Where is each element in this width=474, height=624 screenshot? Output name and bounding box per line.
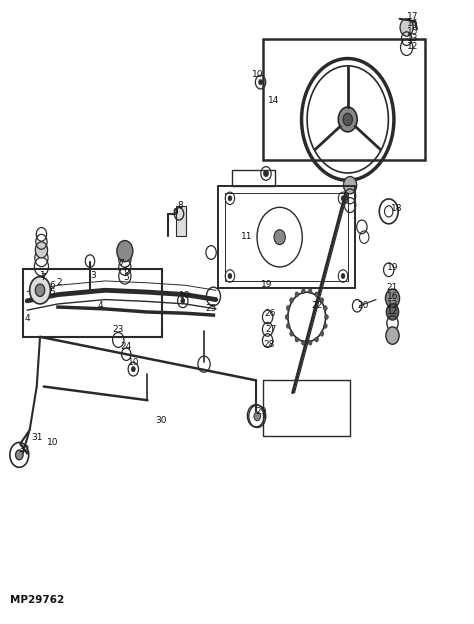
Text: 11: 11 bbox=[241, 232, 252, 241]
Text: 12: 12 bbox=[387, 308, 398, 316]
Circle shape bbox=[385, 289, 400, 308]
Circle shape bbox=[30, 276, 50, 304]
Text: 31: 31 bbox=[31, 433, 43, 442]
Text: 10: 10 bbox=[252, 70, 263, 79]
Circle shape bbox=[254, 412, 261, 421]
Circle shape bbox=[386, 304, 399, 320]
Circle shape bbox=[259, 80, 263, 85]
Circle shape bbox=[315, 337, 319, 342]
Circle shape bbox=[400, 19, 413, 36]
Text: 27: 27 bbox=[265, 325, 277, 334]
Text: 20: 20 bbox=[357, 301, 369, 310]
Circle shape bbox=[117, 241, 133, 261]
Text: 10: 10 bbox=[46, 438, 58, 447]
Circle shape bbox=[343, 113, 353, 125]
Text: 5: 5 bbox=[123, 273, 129, 282]
Text: 15: 15 bbox=[407, 27, 418, 36]
Bar bbox=[263, 39, 426, 160]
Text: 25: 25 bbox=[205, 305, 217, 313]
Bar bbox=[176, 206, 186, 236]
Text: 17: 17 bbox=[407, 12, 418, 21]
Circle shape bbox=[323, 323, 327, 328]
Circle shape bbox=[320, 331, 324, 336]
Text: 9: 9 bbox=[172, 208, 178, 217]
Text: 14: 14 bbox=[268, 96, 280, 105]
Circle shape bbox=[16, 450, 23, 460]
Text: 18: 18 bbox=[391, 205, 402, 213]
Circle shape bbox=[290, 298, 293, 303]
Circle shape bbox=[301, 340, 305, 345]
Text: 30: 30 bbox=[155, 416, 166, 425]
Circle shape bbox=[344, 177, 357, 194]
Bar bbox=[232, 170, 275, 186]
Text: 7: 7 bbox=[40, 273, 46, 282]
Circle shape bbox=[315, 292, 319, 297]
Text: 16: 16 bbox=[407, 19, 418, 28]
Text: 13: 13 bbox=[387, 300, 398, 309]
Text: 1: 1 bbox=[40, 271, 46, 280]
Circle shape bbox=[308, 340, 312, 345]
Text: 26: 26 bbox=[264, 309, 276, 318]
Circle shape bbox=[325, 314, 328, 319]
Text: 29: 29 bbox=[255, 407, 266, 416]
Text: 5: 5 bbox=[49, 288, 55, 296]
Text: 6: 6 bbox=[49, 281, 55, 290]
Text: 8: 8 bbox=[178, 201, 183, 210]
Text: 4: 4 bbox=[25, 314, 30, 323]
Bar bbox=[23, 268, 162, 337]
Bar bbox=[218, 186, 355, 288]
Circle shape bbox=[384, 206, 393, 217]
Circle shape bbox=[290, 331, 293, 336]
Circle shape bbox=[323, 306, 327, 311]
Text: 28: 28 bbox=[264, 340, 275, 349]
Circle shape bbox=[228, 273, 232, 278]
Circle shape bbox=[286, 306, 290, 311]
Text: 22: 22 bbox=[311, 301, 323, 310]
Text: 6: 6 bbox=[123, 266, 129, 276]
Text: 3: 3 bbox=[91, 271, 96, 280]
Text: 12: 12 bbox=[407, 42, 418, 51]
Circle shape bbox=[338, 107, 357, 132]
Text: 2: 2 bbox=[56, 278, 62, 286]
Text: 10: 10 bbox=[128, 358, 139, 368]
Circle shape bbox=[341, 273, 345, 278]
Circle shape bbox=[386, 327, 399, 344]
Bar bbox=[225, 193, 348, 281]
Circle shape bbox=[308, 289, 312, 294]
Text: 10: 10 bbox=[179, 291, 190, 300]
Circle shape bbox=[36, 284, 45, 296]
Text: 19: 19 bbox=[261, 280, 272, 288]
Text: 24: 24 bbox=[121, 342, 132, 351]
Text: 16: 16 bbox=[387, 292, 398, 301]
Circle shape bbox=[285, 314, 289, 319]
Circle shape bbox=[320, 298, 324, 303]
Text: 7: 7 bbox=[118, 259, 125, 268]
Circle shape bbox=[131, 367, 135, 372]
Circle shape bbox=[264, 170, 268, 177]
Circle shape bbox=[274, 230, 285, 245]
Circle shape bbox=[301, 289, 305, 294]
Circle shape bbox=[36, 242, 47, 258]
Text: MP29762: MP29762 bbox=[10, 595, 64, 605]
Text: 13: 13 bbox=[407, 34, 418, 43]
Text: 21: 21 bbox=[387, 283, 398, 291]
Circle shape bbox=[228, 196, 232, 201]
Text: 32: 32 bbox=[18, 446, 30, 454]
Text: 4: 4 bbox=[98, 301, 103, 310]
Text: 23: 23 bbox=[112, 325, 124, 334]
Circle shape bbox=[295, 337, 299, 342]
Circle shape bbox=[286, 323, 290, 328]
Text: 19: 19 bbox=[387, 263, 398, 272]
Circle shape bbox=[341, 196, 345, 201]
Circle shape bbox=[181, 298, 185, 303]
Circle shape bbox=[295, 292, 299, 297]
